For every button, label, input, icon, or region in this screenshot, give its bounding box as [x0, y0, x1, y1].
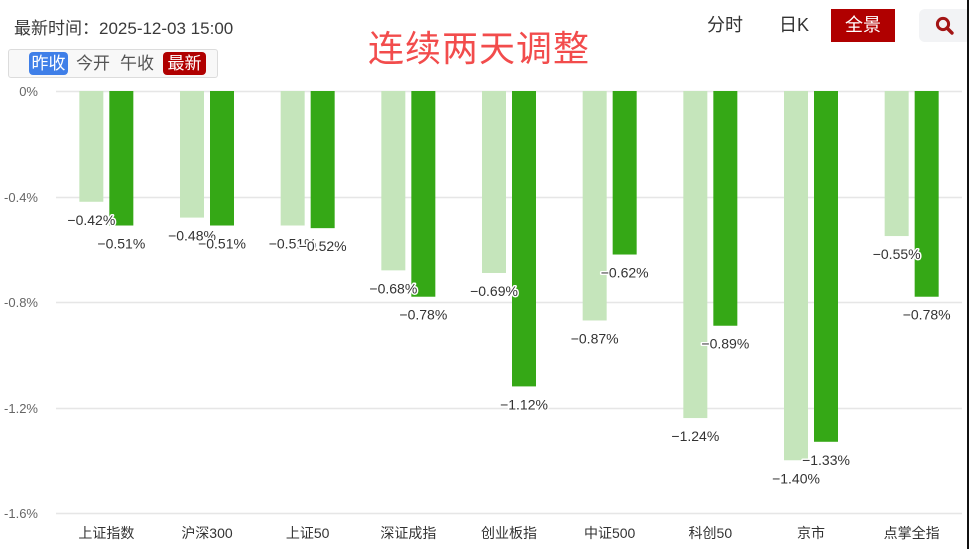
bar-prev-close[interactable]: [884, 91, 909, 237]
value-label-prev-close: −0.87%: [571, 330, 619, 346]
bar-prev-close[interactable]: [582, 91, 607, 321]
value-label-latest: −0.51%: [198, 236, 246, 252]
toggle-today-open[interactable]: 今开: [76, 54, 110, 73]
value-label-prev-close: −0.68%: [369, 280, 417, 296]
value-label-prev-close: −0.48%: [168, 228, 216, 244]
y-axis-tick-label: -0.8%: [4, 295, 38, 310]
latest-time-label: 最新时间：2025-12-03 15:00: [14, 19, 234, 38]
value-label-latest: −0.62%: [601, 265, 649, 281]
toggle-midday-close[interactable]: 午收: [120, 54, 154, 73]
y-axis-tick-label: -0.4%: [4, 190, 38, 205]
bar-prev-close[interactable]: [180, 91, 204, 218]
y-axis-tick-label: -1.6%: [4, 506, 38, 521]
tab-daily-k[interactable]: 日K: [778, 15, 809, 35]
value-label-prev-close: −0.69%: [470, 283, 518, 299]
x-axis-category-label: 京市: [797, 525, 825, 541]
value-label-latest: −1.33%: [802, 452, 850, 468]
bar-prev-close[interactable]: [79, 91, 104, 202]
tab-intraday[interactable]: 分时: [707, 15, 743, 35]
value-label-prev-close: −1.24%: [671, 428, 719, 444]
bar-latest[interactable]: [612, 91, 637, 255]
x-axis-category-label: 科创50: [689, 525, 733, 541]
value-label-latest: −0.51%: [97, 236, 145, 252]
x-axis-category-label: 深证成指: [380, 525, 436, 541]
value-label-prev-close: −0.51%: [269, 236, 317, 252]
bar-latest[interactable]: [814, 91, 838, 442]
x-axis-category-label: 上证指数: [78, 525, 134, 541]
toggle-prev-close[interactable]: 昨收: [29, 52, 68, 75]
headline-title: 连续两天调整: [368, 28, 591, 69]
value-label-latest: −0.89%: [701, 336, 749, 352]
search-button[interactable]: [919, 9, 969, 42]
bar-prev-close[interactable]: [784, 91, 808, 461]
x-axis-category-label: 创业板指: [481, 525, 537, 541]
x-axis-category-label: 上证50: [286, 525, 330, 541]
value-label-latest: −0.52%: [299, 238, 347, 254]
y-axis-tick-label: 0%: [19, 84, 38, 99]
tab-overview[interactable]: 全景: [831, 9, 895, 42]
x-axis-category-label: 中证500: [584, 525, 636, 541]
value-label-latest: −1.12%: [500, 396, 548, 412]
x-axis-category-label: 点掌全指: [884, 525, 940, 541]
value-label-prev-close: −1.40%: [772, 470, 820, 486]
window-edge-divider: [967, 0, 969, 549]
bar-latest[interactable]: [310, 91, 335, 229]
bar-prev-close[interactable]: [280, 91, 305, 226]
toggle-latest[interactable]: 最新: [163, 52, 206, 75]
search-icon: [935, 16, 954, 35]
bar-latest[interactable]: [713, 91, 738, 326]
bar-prev-close[interactable]: [683, 91, 708, 419]
value-label-latest: −0.78%: [903, 307, 951, 323]
bar-latest[interactable]: [512, 91, 536, 387]
value-label-prev-close: −0.42%: [67, 212, 115, 228]
x-axis-category-label: 沪深300: [181, 525, 233, 541]
value-label-prev-close: −0.55%: [873, 246, 921, 262]
y-axis-tick-label: -1.2%: [4, 401, 38, 416]
price-basis-toggle-group: 昨收 今开 午收 最新: [8, 49, 218, 78]
bar-latest[interactable]: [914, 91, 939, 297]
bar-prev-close[interactable]: [381, 91, 406, 271]
bar-latest[interactable]: [210, 91, 234, 226]
bar-latest[interactable]: [411, 91, 436, 297]
bar-latest[interactable]: [109, 91, 134, 226]
value-label-latest: −0.78%: [399, 307, 447, 323]
bar-prev-close[interactable]: [482, 91, 506, 273]
